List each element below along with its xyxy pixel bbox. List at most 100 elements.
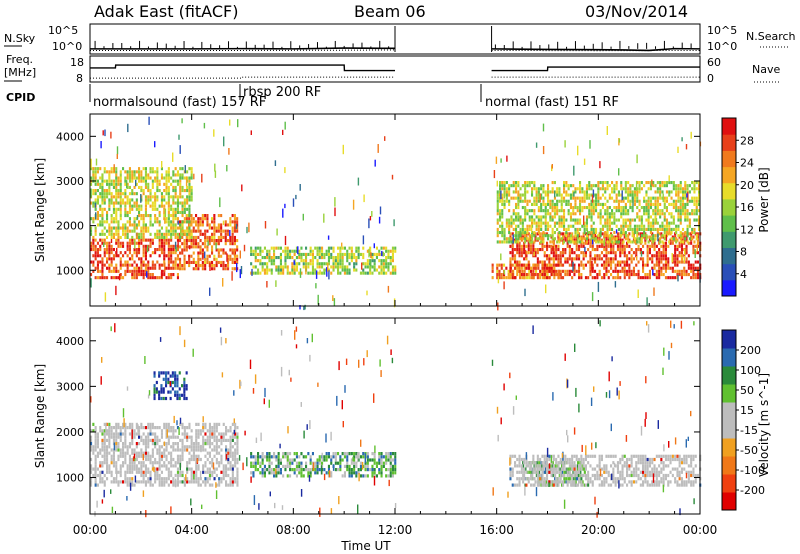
heatmap-cell <box>505 276 508 280</box>
heatmap-cell <box>167 260 170 264</box>
heatmap-speck <box>226 253 228 262</box>
heatmap-cell <box>117 223 120 227</box>
heatmap-cell <box>126 254 129 258</box>
heatmap-cell <box>557 257 560 261</box>
heatmap-cell <box>543 260 546 264</box>
heatmap-cell <box>117 470 120 474</box>
heatmap-cell <box>562 248 565 252</box>
heatmap-cell <box>124 195 127 199</box>
heatmap-cell <box>300 256 303 260</box>
heatmap-cell <box>176 266 179 270</box>
heatmap-cell <box>190 173 193 177</box>
heatmap-cell <box>167 371 170 375</box>
heatmap-cell <box>151 170 154 174</box>
heatmap-cell <box>543 266 546 270</box>
heatmap-cell <box>559 251 562 255</box>
heatmap-cell <box>539 232 542 236</box>
heatmap-cell <box>691 199 694 203</box>
heatmap-cell <box>629 193 632 197</box>
heatmap-cell <box>512 196 515 200</box>
heatmap-cell <box>183 201 186 205</box>
heatmap-cell <box>122 422 125 426</box>
heatmap-cell <box>323 252 326 256</box>
heatmap-cell <box>165 442 168 446</box>
heatmap-cell <box>688 224 691 228</box>
heatmap-cell <box>178 393 181 397</box>
heatmap-cell <box>171 380 174 385</box>
heatmap-cell <box>158 483 161 487</box>
heatmap-cell <box>515 206 518 210</box>
heatmap-cell <box>343 265 346 269</box>
heatmap-cell <box>183 229 186 233</box>
heatmap-speck <box>115 285 117 296</box>
heatmap-cell <box>172 435 175 439</box>
heatmap-cell <box>231 467 234 471</box>
heatmap-cell <box>163 204 166 208</box>
heatmap-cell <box>142 235 145 239</box>
heatmap-cell <box>694 266 697 270</box>
heatmap-cell <box>128 185 131 189</box>
heatmap-cell <box>252 474 255 478</box>
heatmap-cell <box>599 209 602 213</box>
heatmap-cell <box>179 192 182 196</box>
heatmap-cell <box>523 248 526 252</box>
heatmap-cell <box>176 435 179 439</box>
heatmap-cell <box>149 170 152 174</box>
heatmap-cell <box>574 240 577 244</box>
heatmap-cell <box>665 221 668 225</box>
heatmap-cell <box>498 276 501 280</box>
heatmap-cell <box>186 195 189 199</box>
heatmap-cell <box>217 226 220 230</box>
heatmap-cell <box>590 240 593 244</box>
heatmap-cell <box>574 187 577 191</box>
heatmap-cell <box>655 251 658 255</box>
heatmap-cell <box>631 206 634 210</box>
heatmap-cell <box>250 252 253 256</box>
heatmap-cell <box>614 263 617 267</box>
heatmap-cell <box>584 263 587 267</box>
heatmap-cell <box>665 218 668 222</box>
heatmap-cell <box>562 251 565 255</box>
heatmap-cell <box>167 167 170 171</box>
heatmap-cell <box>515 224 518 228</box>
heatmap-cell <box>282 268 285 272</box>
heatmap-speck <box>377 144 379 153</box>
heatmap-cell <box>531 237 534 241</box>
heatmap-cell <box>174 435 177 439</box>
heatmap-cell <box>591 269 594 273</box>
heatmap-cell <box>190 473 193 478</box>
heatmap-cell <box>585 240 588 244</box>
heatmap-cell <box>144 185 147 189</box>
heatmap-cell <box>270 468 273 472</box>
heatmap-cell <box>142 461 145 465</box>
heatmap-cell <box>289 252 292 256</box>
heatmap-cell <box>611 196 614 200</box>
heatmap-cell <box>124 179 127 183</box>
heatmap-cell <box>149 438 152 442</box>
heatmap-cell <box>622 199 625 203</box>
heatmap-cell <box>167 248 170 252</box>
heatmap-cell <box>518 260 521 264</box>
heatmap-cell <box>528 199 531 203</box>
heatmap-cell <box>181 204 184 208</box>
heatmap-cell <box>605 244 608 248</box>
heatmap-cell <box>206 435 209 439</box>
heatmap-cell <box>533 231 536 235</box>
heatmap-cell <box>694 260 697 264</box>
heatmap-cell <box>678 273 681 277</box>
heatmap-cell <box>661 209 664 213</box>
heatmap-cell <box>695 187 698 191</box>
heatmap-cell <box>607 276 610 280</box>
heatmap-cell <box>92 238 95 242</box>
heatmap-cell <box>163 451 166 455</box>
heatmap-cell <box>90 248 93 252</box>
heatmap-cell <box>181 235 184 239</box>
heatmap-cell <box>674 269 677 273</box>
heatmap-cell <box>616 244 619 248</box>
heatmap-cell <box>163 214 166 218</box>
heatmap-cell <box>131 204 134 208</box>
heatmap-cell <box>558 237 561 241</box>
heatmap-cell <box>654 202 657 206</box>
heatmap-cell <box>192 242 195 246</box>
heatmap-cell <box>151 451 154 455</box>
